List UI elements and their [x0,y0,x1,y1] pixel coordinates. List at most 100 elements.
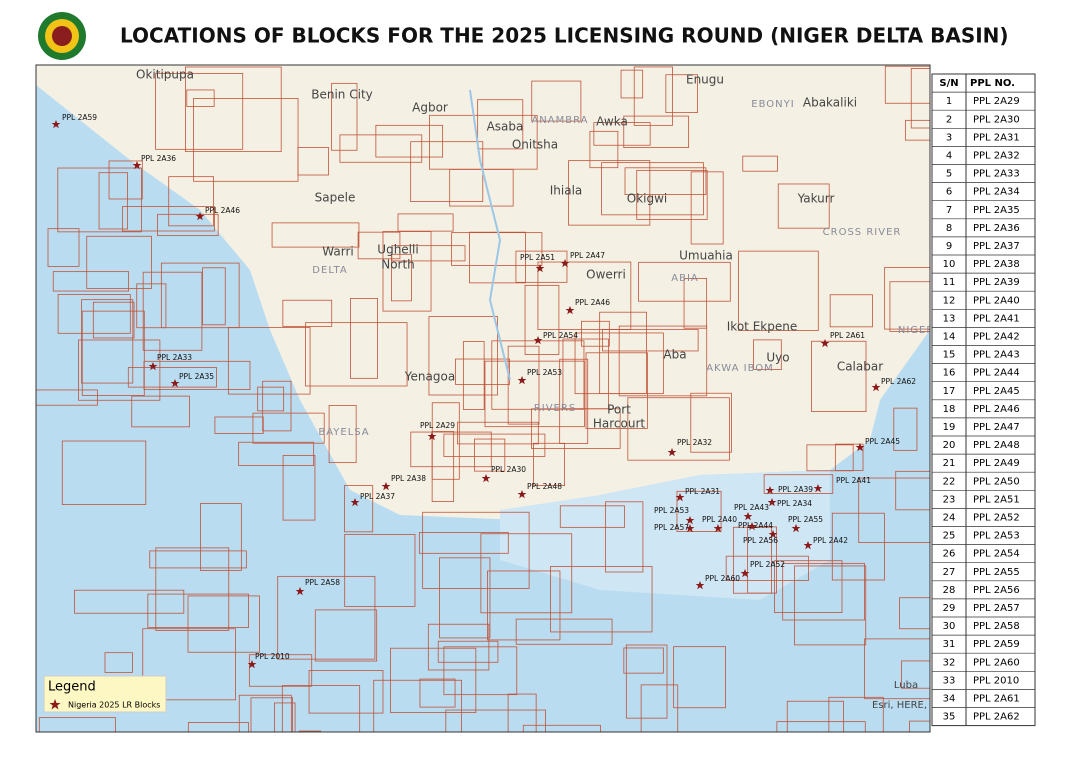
block-boundary [690,171,724,245]
legend-title: Legend [48,680,96,695]
block-star [685,524,695,533]
block-boundary [753,339,782,371]
block-boundary [344,485,374,533]
map: Okitipupa Benin City Agbor Asaba Onitsha Awka… [36,65,938,732]
block-boundary [422,511,530,589]
block-boundary [623,647,664,674]
block-boundary [550,566,653,633]
block-boundary [864,638,930,700]
block-boundary [445,709,546,732]
block-boundary [893,407,918,451]
block-boundary [747,526,777,594]
block-boundary [104,652,133,673]
title: LOCATIONS OF BLOCKS FOR THE 2025 LICENSI… [120,24,1009,48]
block-boundary [455,358,510,385]
table-cell: 11 [943,277,956,288]
table-cell: 23 [943,494,956,505]
table-cell: PPL 2A57 [973,603,1020,614]
block-label: PPL 2A29 [420,421,455,430]
place-label: Port [607,403,631,417]
block-label: PPL 2A53 [654,506,689,515]
table-cell: 17 [943,386,956,397]
block-boundary [585,352,648,429]
block-boundary [81,299,134,384]
table-cell: PPL 2A56 [973,585,1020,596]
block-boundary [274,702,296,732]
block-label: PPL 2A30 [491,465,526,474]
table-cell: 13 [943,313,956,324]
table-cell: PPL 2A58 [973,621,1020,632]
block-label: PPL 2A58 [305,578,340,587]
block-label: PPL 2A37 [360,492,395,501]
place-label: Ihiala [550,184,583,198]
place-label: Aba [663,348,686,362]
table-cell: PPL 2A62 [973,712,1020,723]
block-boundary [52,271,130,292]
block-boundary [238,694,292,732]
table-cell: 31 [943,639,956,650]
block-boundary [522,724,601,732]
table-cell: PPL 2A47 [973,422,1020,433]
table-cell: PPL 2A37 [973,241,1020,252]
block-label: PPL 2010 [255,652,290,661]
table-cell: PPL 2A50 [973,476,1020,487]
block-label: PPL 2A46 [205,206,240,215]
block-boundary [831,512,885,581]
table-cell: PPL 2A33 [973,169,1020,180]
table-cell: PPL 2A55 [973,567,1020,578]
block-boundary [186,89,215,107]
block-boundary [328,405,357,464]
block-star [195,212,205,221]
table-cell: PPL 2A43 [973,350,1020,361]
block-boundary [136,283,167,329]
block-label: PPL 2A36 [141,154,176,163]
block-boundary [531,80,582,122]
block-boundary [806,444,854,472]
block-boundary [477,99,524,150]
block-boundary [308,670,384,714]
place-label: EBONYI [751,99,794,110]
block-star [695,581,705,590]
block-label: PPL 2A52 [750,560,785,569]
block-boundary [437,640,499,663]
block-boundary [786,700,844,732]
block-label: PPL 2A41 [836,476,871,485]
block-boundary [108,160,143,200]
place-label: Esri, HERE, G [872,700,938,711]
block-boundary [624,167,707,195]
legend-item: Nigeria 2025 LR Blocks [68,701,160,710]
block-boundary [794,565,867,646]
place-label: Luba [894,680,918,691]
block-boundary [568,160,651,226]
place-label: RIVERS [534,403,576,414]
block-star [820,339,830,348]
block-star [768,530,778,539]
block-boundary [331,82,358,151]
block-boundary [185,66,282,153]
table-cell: PPL 2A53 [973,531,1020,542]
block-label: PPL 2A62 [881,377,916,386]
block-star [535,264,545,273]
place-label: Harcourt [593,417,646,431]
table-cell: PPL 2A40 [973,295,1020,306]
block-boundary [901,660,930,689]
table-cell: PPL 2A30 [973,114,1020,125]
block-boundary [457,421,539,445]
block-label: PPL 2A47 [570,251,605,260]
table-cell: PPL 2A48 [973,440,1020,451]
block-boundary [428,316,498,396]
place-label: BAYELSA [318,427,369,438]
block-star [803,541,813,550]
block-label: PPL 2A57 [654,523,689,532]
block-boundary [895,470,930,511]
table-cell: 19 [943,422,956,433]
table-cell: 25 [943,531,956,542]
block-boundary [633,66,673,126]
block-boundary [297,147,329,176]
table-cell: PPL 2A60 [973,657,1020,668]
place-label: North [381,258,415,272]
block-label: PPL 2A53 [527,368,562,377]
block-boundary [443,433,546,457]
block-boundary [168,176,214,227]
block-boundary [390,647,477,714]
